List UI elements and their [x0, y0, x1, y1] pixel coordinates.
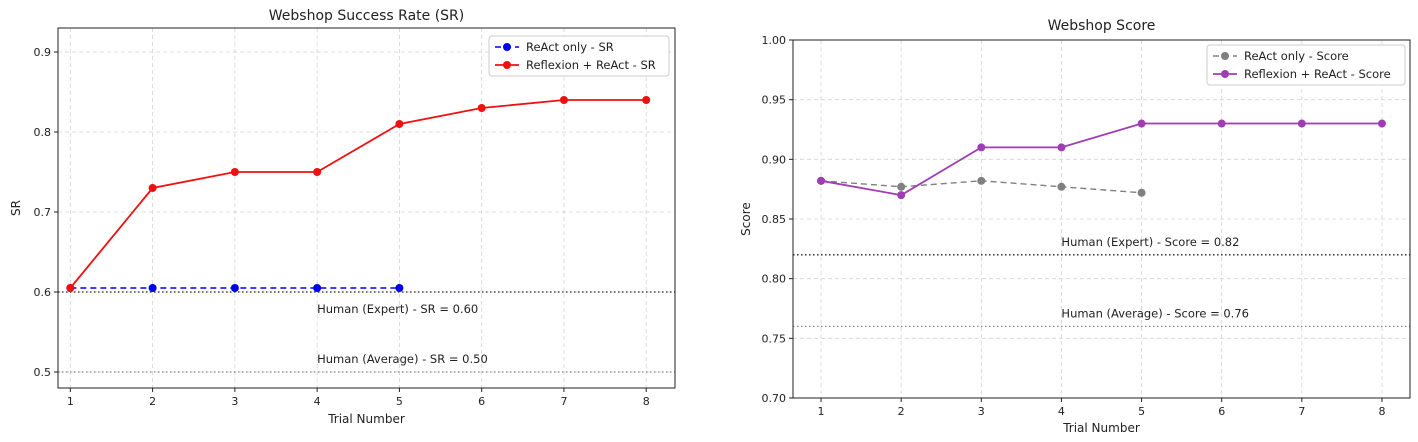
- y-tick-label: 0.9: [34, 46, 52, 59]
- x-tick-label: 6: [1218, 405, 1225, 418]
- legend: ReAct only - Score Reflexion + ReAct - Sc…: [1206, 44, 1406, 86]
- x-tick-label: 2: [898, 405, 905, 418]
- x-tick-label: 5: [1138, 405, 1145, 418]
- legend-label: Reflexion + ReAct - SR: [526, 58, 656, 72]
- x-tick-label: 5: [396, 395, 403, 408]
- data-point: [230, 168, 239, 176]
- series-2: [817, 119, 1386, 200]
- x-tick-label: 2: [149, 395, 156, 408]
- y-tick-label: 0.7: [34, 206, 52, 219]
- data-point: [148, 184, 157, 192]
- series-1: [66, 284, 404, 292]
- x-tick-label: 8: [643, 395, 650, 408]
- data-point: [313, 168, 322, 176]
- legend-label: ReAct only - SR: [526, 40, 614, 54]
- legend-label: ReAct only - Score: [1244, 49, 1349, 63]
- legend-marker: [1221, 70, 1229, 78]
- data-point: [1297, 119, 1306, 128]
- chart-panel-1: Human (Expert) - SR = 0.60 Human (Average…: [9, 8, 676, 426]
- x-tick-label: 6: [478, 395, 485, 408]
- x-tick-label: 4: [1058, 405, 1065, 418]
- data-point: [66, 284, 75, 292]
- y-axis-label: SR: [9, 200, 23, 216]
- data-point: [477, 104, 486, 112]
- x-axis-label: Trial Number: [327, 412, 405, 426]
- y-tick-label: 0.80: [762, 273, 787, 286]
- x-axis-label: Trial Number: [1062, 421, 1140, 435]
- data-point: [1217, 119, 1226, 128]
- data-point: [395, 284, 404, 292]
- data-point: [642, 96, 651, 104]
- grid: [58, 28, 675, 388]
- chart-title: Webshop Success Rate (SR): [269, 8, 465, 24]
- reference-annotation: Human (Expert) - SR = 0.60: [317, 302, 478, 316]
- legend-label: Reflexion + ReAct - Score: [1244, 67, 1391, 81]
- data-point: [817, 176, 826, 185]
- plot-area: [58, 28, 675, 388]
- x-tick-label: 1: [67, 395, 74, 408]
- legend-marker: [503, 61, 511, 69]
- data-point: [977, 143, 986, 152]
- data-point: [230, 284, 239, 292]
- data-point: [395, 120, 404, 128]
- legend-marker: [503, 43, 511, 51]
- y-tick-label: 0.6: [34, 286, 52, 299]
- data-point: [1137, 188, 1146, 197]
- x-tick-label: 7: [1298, 405, 1305, 418]
- data-point: [1377, 119, 1386, 128]
- data-point: [897, 182, 906, 191]
- y-tick-label: 0.8: [34, 126, 52, 139]
- data-point: [559, 96, 568, 104]
- axes-frame: [57, 27, 676, 389]
- chart-panel-2: Human (Expert) - Score = 0.82 Human (Aver…: [739, 18, 1411, 435]
- legend-box: [488, 35, 670, 77]
- y-tick-label: 0.70: [762, 392, 787, 405]
- series-2: [66, 96, 651, 292]
- x-tick-label: 4: [314, 395, 321, 408]
- x-tick-label: 1: [818, 405, 825, 418]
- reference-annotation: Human (Average) - SR = 0.50: [317, 352, 488, 366]
- legend-box: [1206, 44, 1406, 86]
- data-point: [1057, 182, 1066, 191]
- x-tick-label: 3: [978, 405, 985, 418]
- y-tick-label: 0.75: [762, 332, 787, 345]
- series-line: [820, 122, 1382, 197]
- chart-title: Webshop Score: [1048, 18, 1156, 34]
- data-point: [313, 284, 322, 292]
- data-point: [897, 191, 906, 200]
- y-tick-label: 0.90: [762, 153, 787, 166]
- reference-annotation: Human (Expert) - Score = 0.82: [1061, 235, 1239, 249]
- y-tick-label: 1.00: [762, 34, 787, 47]
- series-line: [69, 99, 647, 289]
- data-point: [1137, 119, 1146, 128]
- legend-marker: [1221, 52, 1229, 60]
- y-tick-label: 0.85: [762, 213, 787, 226]
- y-tick-label: 0.5: [34, 366, 52, 379]
- legend: ReAct only - SR Reflexion + ReAct - SR: [488, 35, 670, 77]
- reference-annotation: Human (Average) - Score = 0.76: [1061, 306, 1249, 320]
- y-tick-label: 0.95: [762, 94, 787, 107]
- data-point: [148, 284, 157, 292]
- x-tick-label: 3: [231, 395, 238, 408]
- data-point: [977, 176, 986, 185]
- y-axis-label: Score: [739, 202, 753, 236]
- data-point: [1057, 143, 1066, 152]
- x-tick-label: 8: [1378, 405, 1385, 418]
- x-tick-label: 7: [560, 395, 567, 408]
